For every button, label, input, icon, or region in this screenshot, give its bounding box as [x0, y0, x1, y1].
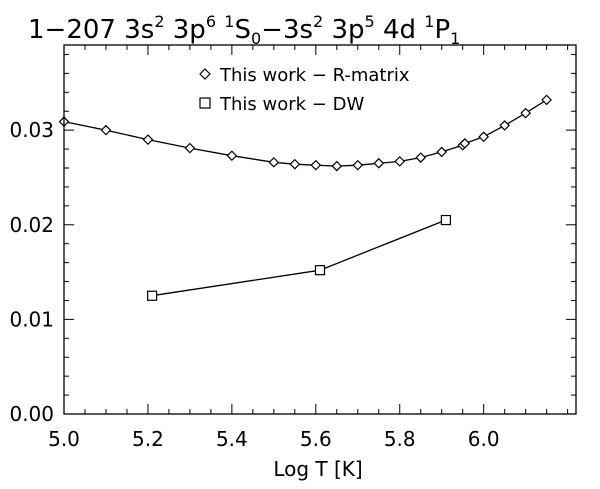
- data-point-r-matrix: [520, 107, 531, 119]
- legend-label-r-matrix: This work − R-matrix: [219, 65, 410, 86]
- legend-label-dw: This work − DW: [219, 94, 364, 115]
- x-tick-label: 5.0: [48, 427, 80, 451]
- y-tick-label: 0.01: [9, 307, 54, 331]
- data-point-r-matrix: [310, 159, 322, 171]
- data-point-r-matrix: [352, 159, 364, 171]
- data-point-r-matrix: [373, 157, 385, 169]
- data-point-r-matrix: [268, 156, 280, 168]
- x-tick-label: 5.4: [216, 427, 248, 451]
- legend-marker-diamond: [199, 68, 211, 80]
- y-tick-label: 0.03: [9, 118, 54, 142]
- x-tick-label: 5.6: [300, 427, 332, 451]
- x-tick-label: 6.0: [468, 427, 500, 451]
- y-tick-label: 0.00: [9, 402, 54, 426]
- x-tick-label: 5.2: [132, 427, 164, 451]
- data-point-r-matrix: [142, 134, 154, 145]
- y-tick-label: 0.02: [9, 213, 54, 237]
- series-line-dw: [152, 219, 447, 297]
- x-axis-title: Log T [K]: [273, 457, 362, 481]
- data-point-r-matrix: [541, 94, 552, 106]
- data-point-dw: [147, 290, 158, 301]
- plot-frame: [63, 44, 577, 415]
- data-point-r-matrix: [184, 142, 196, 154]
- data-point-r-matrix: [226, 150, 238, 162]
- legend: This work − R-matrix This work − DW: [199, 65, 410, 115]
- data-point-r-matrix: [100, 124, 112, 136]
- legend-marker-square: [199, 97, 211, 109]
- data-point-r-matrix: [415, 152, 427, 163]
- chart-title: 1−207 3s2 3p6 1S0−3s2 3p5 4d 1P1: [28, 12, 460, 48]
- data-point-r-matrix: [459, 138, 471, 149]
- data-point-dw: [440, 214, 452, 226]
- data-point-r-matrix: [436, 146, 448, 158]
- data-point-r-matrix: [289, 158, 301, 170]
- data-point-r-matrix: [499, 120, 511, 131]
- x-tick-label: 5.8: [384, 427, 416, 451]
- data-point-dw: [314, 265, 326, 276]
- data-point-r-matrix: [331, 160, 343, 172]
- data-point-r-matrix: [478, 131, 490, 143]
- data-point-r-matrix: [394, 156, 406, 167]
